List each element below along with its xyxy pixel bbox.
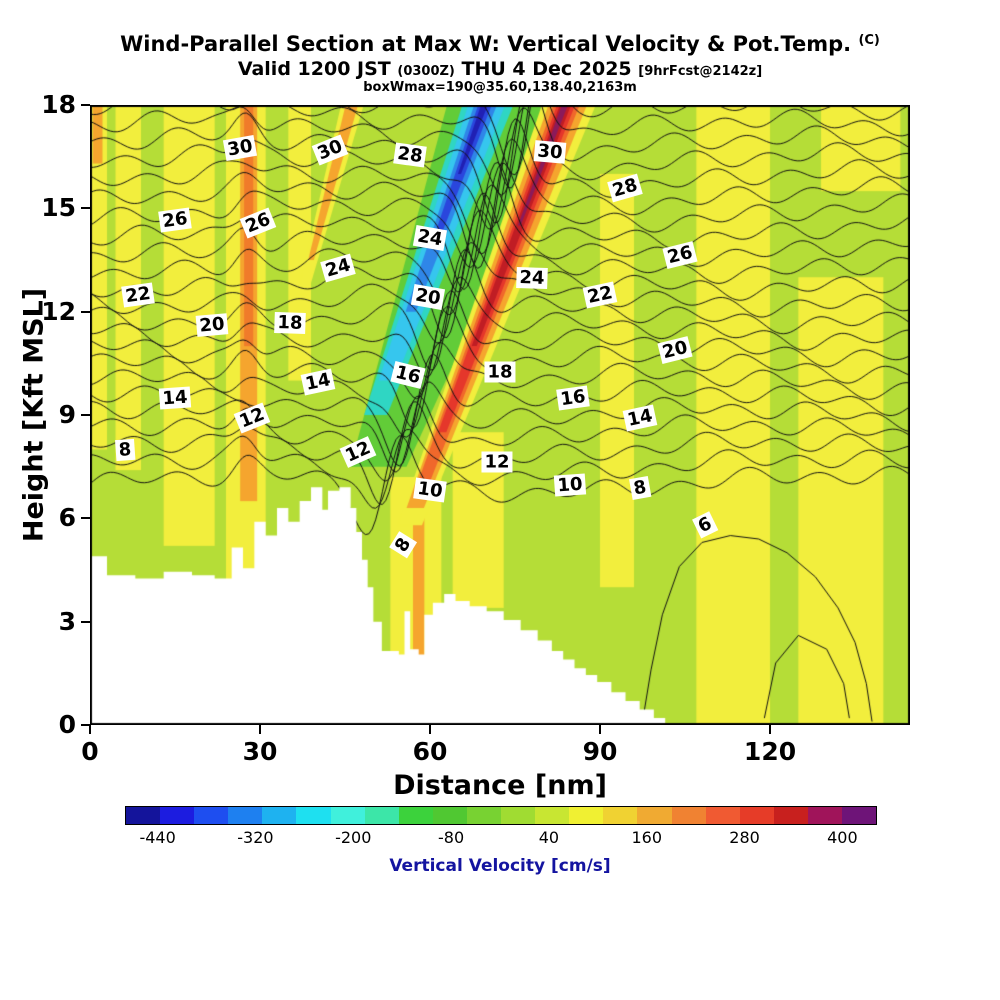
y-tick [81,207,90,210]
colorbar-tick-label: -320 [237,828,274,847]
y-tick-label: 15 [41,193,76,223]
colorbar [125,806,877,825]
colorbar-tick-label: -200 [335,828,372,847]
y-tick-label: 18 [41,90,76,119]
y-tick-label: 12 [41,296,76,326]
colorbar-cell [501,807,536,824]
x-tick-label: 30 [242,737,278,766]
colorbar-cell [841,807,877,824]
colorbar-cell [330,807,365,824]
y-tick [81,724,90,726]
colorbar-cell [364,807,399,824]
y-tick [81,517,90,520]
y-tick [81,104,90,106]
x-tick-label: 0 [81,737,99,766]
forecast-tag: [9hrFcst@2142z] [638,64,763,79]
x-tick [259,725,261,734]
plot-area: 30 30 28 30 28 26 26 24 26 22 24 20 24 22 20 18 20 16 18 14… [90,105,910,725]
chart-subtitle2: boxWmax=190@35.60,138.40,2163m [363,80,637,95]
colorbar-cell [194,807,229,824]
y-tick [81,414,90,416]
chart-title-main: Wind-Parallel Section at Max W: Vertical… [120,32,852,56]
colorbar-cell [773,807,808,824]
x-tick [429,725,431,734]
contour-canvas [90,105,910,725]
y-tick-label: 6 [58,503,76,533]
colorbar-cell [296,807,331,824]
colorbar-tick-label: 280 [729,828,760,847]
y-tick [81,310,90,313]
colorbar-tick-label: -80 [438,828,465,847]
valid-time: Valid 1200 JST [237,58,391,80]
x-tick [599,725,602,734]
colorbar-cell [739,807,774,824]
chart-title: Wind-Parallel Section at Max W: Vertical… [0,32,1000,56]
x-tick-label: 120 [743,737,797,766]
colorbar-cell [569,807,604,824]
colorbar-cell [671,807,706,824]
x-tick-label: 90 [582,737,618,766]
x-tick [769,725,772,734]
y-tick-label: 3 [58,606,76,636]
valid-date: THU 4 Dec 2025 [461,58,632,80]
colorbar-tick-label: 40 [538,828,560,847]
colorbar-cell [705,807,740,824]
colorbar-cell [637,807,672,824]
colorbar-cell [262,807,297,824]
x-tick-label: 60 [412,737,448,766]
colorbar-tick-label: 400 [827,828,858,847]
colorbar-cell [535,807,570,824]
colorbar-cell [126,807,161,824]
y-tick-label: 0 [58,710,76,739]
y-tick [81,620,90,623]
colorbar-cell [466,807,502,824]
colorbar-cell [432,807,467,824]
y-tick-label: 9 [58,400,76,429]
valid-zulu: (0300Z) [397,64,455,79]
colorbar-cell [603,807,638,824]
chart-title-unit: (C) [858,33,880,48]
colorbar-tick-label: -440 [139,828,176,847]
colorbar-cell [160,807,195,824]
chart-subtitle: Valid 1200 JST (0300Z) THU 4 Dec 2025 [9… [0,58,1000,80]
colorbar-cell [398,807,433,824]
colorbar-cell [807,807,842,824]
colorbar-title: Vertical Velocity [cm/s] [389,856,611,876]
colorbar-tick-label: 160 [631,828,663,847]
colorbar-cell [228,807,263,824]
x-tick [89,725,91,734]
x-axis-title: Distance [nm] [393,770,607,801]
